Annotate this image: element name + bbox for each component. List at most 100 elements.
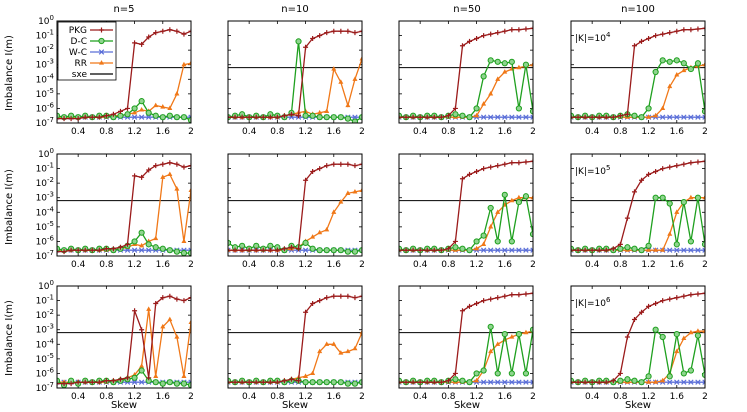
series-group [399, 290, 533, 386]
point-pkg [617, 370, 623, 376]
x-tick-label: 0.4 [585, 127, 600, 137]
point-dc [152, 112, 159, 119]
point-pkg [267, 379, 273, 385]
point-pkg [239, 114, 245, 120]
point-dc [316, 379, 323, 386]
point-wc [659, 114, 666, 120]
point-pkg [530, 290, 533, 296]
point-wc [131, 247, 138, 253]
point-wc [523, 114, 529, 120]
point-pkg [410, 114, 416, 120]
point-pkg [488, 31, 494, 37]
point-wc [674, 247, 680, 253]
legend-marker-pkg [99, 27, 104, 33]
point-dc [138, 367, 145, 374]
point-dc [701, 241, 705, 248]
point-pkg [274, 379, 280, 385]
x-tick-label: 1.6 [670, 127, 685, 137]
point-pkg [57, 116, 60, 122]
x-tick-label: 1.6 [156, 127, 171, 137]
point-rr [502, 69, 508, 74]
point-wc [502, 379, 508, 385]
point-dc [316, 114, 323, 121]
point-dc [166, 379, 173, 386]
point-pkg [530, 25, 533, 31]
x-tick-label: 0.8 [613, 392, 628, 402]
point-dc [617, 377, 624, 384]
point-pkg [153, 163, 159, 169]
point-pkg [331, 161, 337, 167]
panel-r3-c2: 0.4 0.8 1.2 1.6 2 [227, 285, 365, 402]
x-axis-title-col3: Skew [454, 400, 480, 411]
point-pkg [660, 298, 666, 304]
series-group [228, 28, 362, 123]
point-pkg [417, 114, 423, 120]
point-pkg [495, 163, 501, 169]
point-dc [508, 370, 515, 377]
x-tick-label: 1.6 [156, 392, 171, 402]
point-pkg [639, 309, 645, 315]
point-rr [646, 114, 652, 119]
point-rr [481, 101, 487, 106]
point-pkg [575, 247, 581, 253]
point-pkg [653, 33, 659, 39]
point-pkg [139, 327, 145, 333]
point-dc [687, 65, 694, 73]
point-pkg [702, 290, 705, 296]
series-group [57, 27, 191, 123]
point-dc [480, 367, 487, 374]
panel-r2-c4: 0.4 0.8 1.2 1.6 2 |K|=105 [570, 153, 708, 270]
point-dc [645, 373, 652, 380]
point-pkg [75, 116, 81, 122]
panel-frame [227, 20, 363, 124]
panel-r3-c1: 100 10-110-2 10-310-4 10-510-6 10-7 0.4 0.8 1.2… [36, 279, 194, 402]
point-pkg [174, 161, 180, 167]
point-pkg [445, 113, 451, 119]
point-pkg [688, 160, 694, 166]
point-dc [631, 377, 638, 384]
y-tick-label: 10-7 [36, 249, 54, 262]
x-tick-label: 1.6 [670, 260, 685, 270]
point-dc [652, 68, 659, 76]
series-line-rr [228, 332, 362, 383]
point-rr [181, 238, 187, 244]
point-pkg [267, 114, 273, 120]
point-wc [487, 114, 494, 120]
point-dc [659, 57, 666, 64]
point-dc [228, 239, 232, 246]
x-axis-titles: Skew Skew Skew Skew [111, 400, 651, 411]
point-pkg [359, 293, 362, 299]
point-pkg [359, 28, 362, 34]
point-pkg [82, 247, 88, 253]
x-tick-label: 0.8 [99, 127, 114, 137]
series-group [228, 293, 362, 387]
series-group [571, 158, 705, 254]
point-pkg [228, 379, 231, 385]
x-tick-label: 0.8 [270, 392, 285, 402]
point-pkg [125, 105, 131, 111]
point-rr [474, 245, 480, 251]
point-rr [660, 377, 666, 383]
x-tick-label: 2 [530, 260, 536, 270]
point-dc [529, 326, 533, 333]
col-title-n10: n=10 [281, 4, 308, 15]
point-rr [331, 341, 337, 346]
point-pkg [603, 247, 609, 253]
y-tick-label: 10-1 [36, 162, 54, 175]
point-dc [652, 326, 659, 333]
point-dc [152, 244, 159, 251]
point-pkg [424, 379, 430, 385]
point-pkg [488, 164, 494, 170]
y-axis-titles: Imbalance I(m) Imbalance I(m) Imbalance … [4, 35, 15, 376]
point-dc [159, 245, 166, 252]
point-dc [515, 198, 522, 206]
point-wc [502, 247, 508, 253]
point-rr [688, 329, 694, 335]
point-rr [352, 345, 358, 351]
point-rr [317, 229, 323, 235]
point-wc [688, 114, 694, 120]
point-pkg [96, 114, 102, 120]
y-tick-label: 10-2 [36, 176, 54, 189]
